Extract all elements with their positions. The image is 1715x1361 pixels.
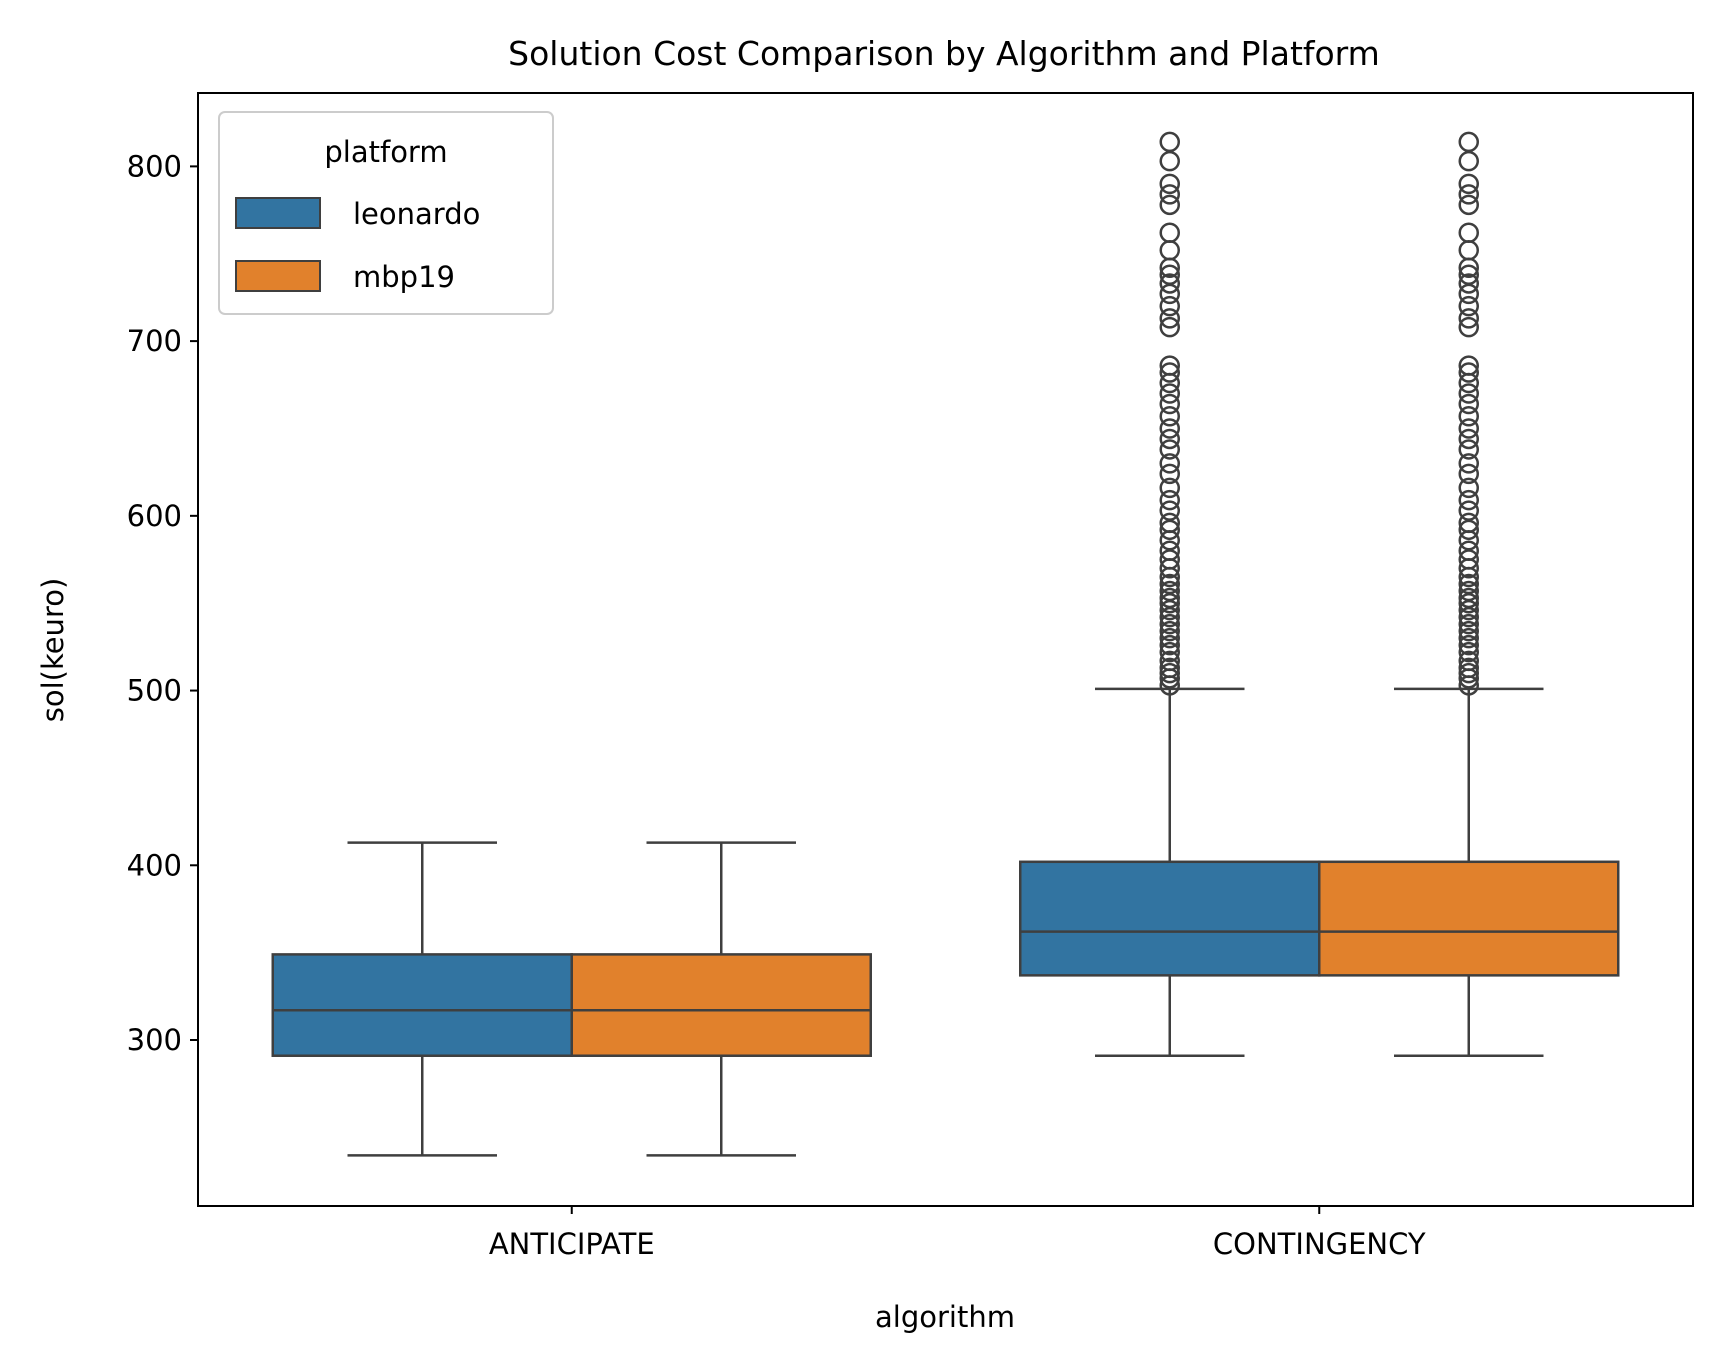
outlier-point bbox=[1458, 383, 1479, 404]
y-tick-label: 600 bbox=[127, 499, 182, 533]
legend-swatch-mbp19 bbox=[235, 260, 321, 292]
legend-label-mbp19: mbp19 bbox=[353, 260, 455, 294]
outlier-point bbox=[1458, 573, 1479, 595]
box-mbp19 bbox=[1318, 860, 1620, 977]
outlier-point bbox=[1159, 641, 1180, 663]
outlier-point bbox=[1159, 184, 1180, 205]
outlier-point bbox=[1159, 383, 1180, 404]
outlier-point bbox=[1458, 500, 1479, 521]
outlier-point bbox=[1458, 453, 1479, 474]
box-leonardo bbox=[1019, 860, 1321, 977]
outlier-point bbox=[1159, 489, 1180, 511]
x-axis: ANTICIPATE CONTINGENCY bbox=[489, 1206, 1426, 1261]
outlier-point bbox=[1458, 308, 1479, 329]
outlier-point bbox=[1458, 512, 1479, 534]
outlier-point bbox=[1159, 418, 1180, 439]
y-axis-label: sol(keuro) bbox=[36, 578, 70, 723]
outlier-point bbox=[1458, 657, 1479, 679]
outlier-point bbox=[1458, 405, 1479, 427]
outlier-point bbox=[1458, 393, 1479, 415]
outlier-point bbox=[1159, 222, 1180, 244]
outlier-point bbox=[1458, 131, 1479, 153]
outlier-point bbox=[1159, 405, 1180, 427]
plot-area bbox=[271, 131, 1620, 1157]
outlier-point bbox=[1458, 587, 1479, 609]
outlier-point bbox=[1458, 627, 1479, 649]
outlier-point bbox=[1159, 463, 1180, 485]
outlier-point bbox=[1159, 477, 1180, 499]
outlier-point bbox=[1458, 222, 1479, 244]
outlier-point bbox=[1458, 355, 1479, 376]
outlier-point bbox=[1159, 264, 1180, 285]
box-mbp19 bbox=[570, 953, 872, 1057]
x-tick-label: CONTINGENCY bbox=[1213, 1227, 1426, 1261]
outlier-point bbox=[1458, 428, 1479, 450]
outlier-point bbox=[1159, 580, 1180, 602]
outlier-point bbox=[1458, 641, 1479, 663]
outlier-point bbox=[1458, 463, 1479, 485]
outlier-point bbox=[1458, 173, 1479, 195]
outlier-point bbox=[1159, 131, 1180, 153]
outlier-point bbox=[1458, 620, 1479, 642]
outlier-point bbox=[1159, 512, 1180, 534]
x-axis-label: algorithm bbox=[875, 1300, 1015, 1334]
legend-title: platform bbox=[324, 135, 447, 169]
outlier-point bbox=[1458, 194, 1479, 216]
outlier-point bbox=[1458, 540, 1479, 562]
outlier-point bbox=[1159, 453, 1180, 474]
legend: platform leonardo mbp19 bbox=[218, 111, 554, 315]
outlier-point bbox=[1458, 362, 1479, 383]
outlier-point bbox=[1458, 295, 1479, 317]
plot-frame bbox=[197, 92, 1694, 1207]
outlier-point bbox=[1458, 489, 1479, 511]
outlier-point bbox=[1458, 264, 1479, 285]
legend-label-leonardo: leonardo bbox=[353, 197, 480, 231]
outlier-point bbox=[1458, 662, 1479, 684]
outlier-point bbox=[1458, 634, 1479, 656]
y-tick-label: 700 bbox=[127, 324, 182, 358]
outlier-point bbox=[1159, 650, 1180, 672]
chart-title: Solution Cost Comparison by Algorithm an… bbox=[508, 34, 1380, 73]
outlier-point bbox=[1458, 477, 1479, 499]
outlier-point bbox=[1159, 295, 1180, 317]
outlier-point bbox=[1458, 439, 1479, 460]
outlier-point bbox=[1458, 184, 1479, 205]
outlier-point bbox=[1159, 308, 1180, 329]
outlier-point bbox=[1458, 418, 1479, 439]
outlier-point bbox=[1159, 540, 1180, 562]
outlier-point bbox=[1159, 439, 1180, 460]
y-tick-label: 400 bbox=[127, 848, 182, 882]
box-leonardo bbox=[271, 953, 573, 1057]
outlier-point bbox=[1159, 573, 1180, 595]
outlier-point bbox=[1458, 650, 1479, 672]
y-tick-label: 300 bbox=[127, 1023, 182, 1057]
outlier-point bbox=[1458, 580, 1479, 602]
outlier-point bbox=[1458, 613, 1479, 635]
outlier-point bbox=[1159, 393, 1180, 415]
outlier-point bbox=[1159, 428, 1180, 450]
outlier-point bbox=[1159, 500, 1180, 521]
outlier-point bbox=[1159, 587, 1180, 609]
outlier-point bbox=[1159, 620, 1180, 642]
outlier-point bbox=[1159, 657, 1180, 679]
outlier-point bbox=[1159, 194, 1180, 216]
y-tick-label: 500 bbox=[127, 674, 182, 708]
outlier-point bbox=[1159, 273, 1180, 294]
outlier-point bbox=[1159, 634, 1180, 656]
x-tick-label: ANTICIPATE bbox=[489, 1227, 655, 1261]
outlier-point bbox=[1159, 173, 1180, 195]
outlier-point bbox=[1159, 662, 1180, 684]
outlier-point bbox=[1159, 627, 1180, 649]
y-axis: 300 400 500 600 700 800 bbox=[127, 149, 198, 1057]
outlier-point bbox=[1458, 273, 1479, 294]
y-tick-label: 800 bbox=[127, 149, 182, 183]
legend-swatch-leonardo bbox=[235, 197, 321, 229]
outlier-point bbox=[1159, 355, 1180, 376]
outlier-point bbox=[1159, 613, 1180, 635]
outlier-point bbox=[1458, 316, 1479, 338]
outlier-point bbox=[1159, 316, 1180, 338]
outlier-point bbox=[1159, 362, 1180, 383]
